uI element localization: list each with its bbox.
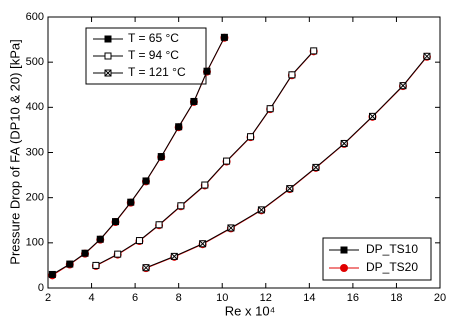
x-tick-label: 20 [434,292,446,304]
x-tick-label: 14 [303,292,315,304]
point-cross [399,82,407,90]
point [247,133,255,141]
point [127,198,135,206]
legend-label: DP_TS20 [366,260,418,274]
x-axis-label: Re x 10⁴ [225,303,275,318]
legend-label: T = 94 °C [128,48,179,62]
x-tick-label: 16 [347,292,359,304]
point [220,33,228,41]
point [203,67,211,75]
point-cross [286,185,294,192]
y-tick-label: 600 [26,11,44,23]
series-line [145,55,428,269]
point-cross [170,253,178,260]
x-tick-label: 6 [132,292,138,304]
point [81,249,89,257]
point [112,218,120,226]
point [142,177,150,185]
point-cross [227,224,235,232]
point [266,105,274,113]
legend-label: DP_TS10 [366,242,418,256]
point [135,237,143,245]
point-cross [312,164,320,171]
legend-label: T = 65 °C [128,31,179,45]
point [66,260,74,268]
y-tick-label: 100 [26,237,44,249]
point-cross [258,206,265,214]
series-line [145,56,428,269]
x-tick-label: 4 [88,292,94,304]
point [201,181,209,189]
point-cross [369,113,376,120]
x-tick-label: 18 [390,292,402,304]
x-tick-label: 2 [45,292,51,304]
x-tick-label: 10 [216,292,228,304]
y-tick-label: 400 [26,101,44,113]
point [190,97,198,105]
y-axis-label: Pressure Drop of FA (DP10 & 20) [kPa] [7,39,22,264]
point [155,221,163,229]
point [288,71,296,79]
point-cross [423,52,431,60]
point [340,264,348,272]
point [223,157,231,165]
point [310,47,318,55]
point-cross [142,264,150,272]
point [104,52,112,60]
point [104,35,112,43]
y-tick-label: 300 [26,146,44,158]
y-tick-label: 500 [26,56,44,68]
x-tick-label: 12 [260,292,272,304]
point-cross [340,140,348,147]
point-cross [104,69,112,77]
point [96,235,104,243]
y-tick-label: 0 [38,282,44,294]
point [157,153,165,161]
point [92,261,100,269]
point [340,246,348,254]
x-tick-label: 8 [176,292,182,304]
legend-label: T = 121 °C [128,65,186,79]
point [175,123,183,131]
point [48,270,56,278]
y-tick-label: 200 [26,192,44,204]
point [177,202,185,210]
point [114,250,122,258]
point-cross [199,240,206,248]
series-legend [322,237,432,281]
